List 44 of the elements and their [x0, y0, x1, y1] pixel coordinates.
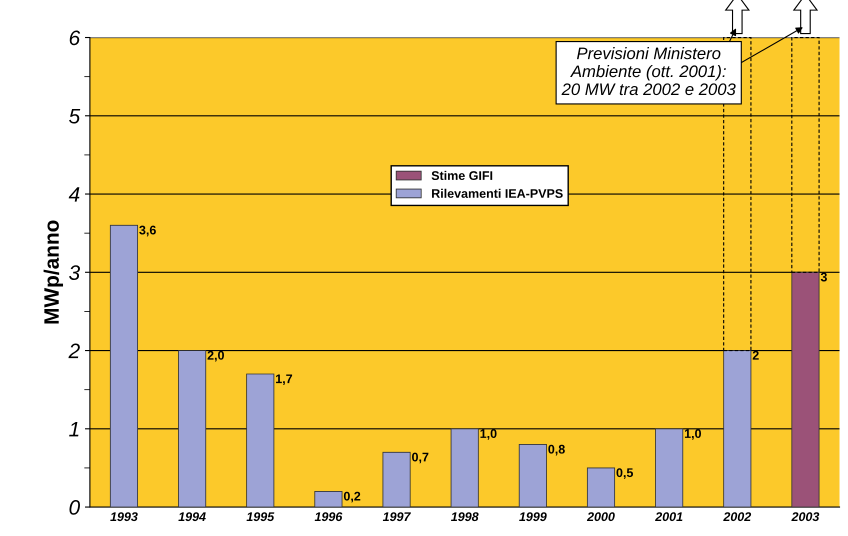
- x-tick-label: 2000: [586, 512, 615, 522]
- y-tick-label: 2: [68, 344, 80, 358]
- data-label: 2,0: [208, 350, 224, 362]
- y-tick-label: 3: [69, 265, 80, 280]
- y-axis-title: MWp/anno: [44, 220, 64, 324]
- bar: [246, 374, 274, 508]
- bar: [450, 428, 479, 508]
- bar: [314, 490, 342, 508]
- data-label: 3: [820, 272, 827, 282]
- data-label: 3,6: [139, 226, 156, 236]
- x-tick-label: 1998: [451, 512, 479, 522]
- y-tick-label: 1: [69, 422, 78, 436]
- x-tick-label: 2001: [655, 512, 682, 522]
- data-label: 0,7: [412, 452, 428, 464]
- legend-label: Stime GIFI: [432, 170, 492, 180]
- y-tick-label: 5: [69, 108, 80, 124]
- data-label: 0,2: [344, 492, 360, 502]
- x-tick-label: 2002: [723, 512, 752, 522]
- y-tick-label: 6: [70, 30, 80, 46]
- x-tick-label: 1993: [110, 512, 138, 522]
- bar: [110, 224, 138, 508]
- y-tick-label: 0: [69, 500, 80, 515]
- data-label: 1,0: [480, 429, 497, 440]
- y-tick-label: 4: [68, 187, 80, 202]
- x-tick-label: 1997: [382, 512, 411, 522]
- bar: [586, 468, 616, 508]
- bar: [655, 428, 684, 508]
- bar: [518, 444, 547, 508]
- data-label: 0,8: [548, 444, 565, 456]
- data-label: 1,0: [684, 429, 702, 440]
- x-tick-label: 1999: [519, 512, 547, 522]
- x-tick-label: 1994: [178, 512, 206, 522]
- bar: [791, 272, 820, 508]
- legend-label: Rilevamenti IEA-PVPS: [432, 188, 563, 198]
- data-label: 0,5: [616, 468, 634, 479]
- annotation: Previsioni Ministero Ambiente (ott. 2001): 20 MW tra 2002 e 2003: [562, 47, 736, 96]
- data-label: 1,7: [276, 374, 292, 386]
- data-label: 2: [752, 350, 759, 360]
- bar: [178, 350, 206, 508]
- x-tick-label: 2003: [791, 512, 820, 522]
- bar: [382, 452, 411, 508]
- x-tick-label: 1996: [314, 512, 342, 522]
- x-tick-label: 1995: [246, 512, 274, 522]
- bar: [723, 350, 752, 508]
